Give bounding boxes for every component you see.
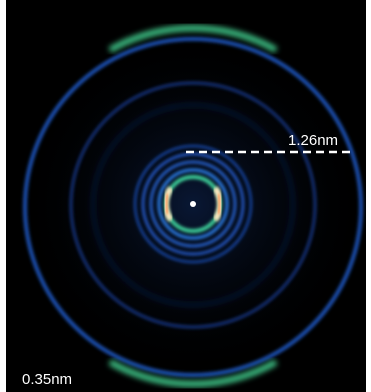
diffraction-pattern: 1.26nm 0.35nm [0,0,371,392]
center-beam [190,201,196,207]
page: 1.26nm 0.35nm (() => { const data = JSON… [0,0,371,392]
spacing-label: 0.35nm [22,371,72,388]
spacing-label: 1.26nm [288,132,338,149]
